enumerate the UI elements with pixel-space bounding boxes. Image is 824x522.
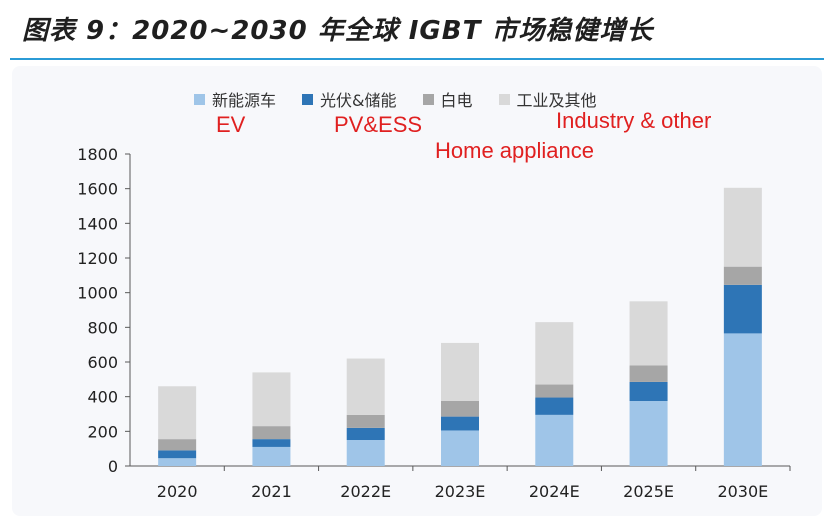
bar-segment-pv-ess bbox=[629, 381, 668, 401]
y-tick-label: 0 bbox=[108, 457, 118, 476]
bar-segment-white-goods bbox=[441, 401, 479, 417]
legend-item-pv: 光伏&储能 bbox=[302, 87, 397, 111]
bar-segment-industry bbox=[723, 187, 762, 267]
bar-segment-ev bbox=[441, 430, 479, 466]
y-tick-label: 1600 bbox=[77, 180, 118, 199]
bar-segment-white-goods bbox=[723, 266, 762, 285]
legend-item-white-goods: 白电 bbox=[422, 87, 473, 111]
title-bar: 图表 9：2020~2030 年全球 IGBT 市场稳健增长 bbox=[0, 0, 824, 58]
bar-segment-ev bbox=[629, 401, 668, 466]
bar-segment-industry bbox=[158, 386, 197, 440]
chart-panel bbox=[12, 66, 822, 516]
bar-segment-industry bbox=[346, 358, 385, 415]
legend-swatch-white-goods bbox=[422, 93, 434, 105]
chart-title: 图表 9：2020~2030 年全球 IGBT 市场稳健增长 bbox=[22, 16, 654, 46]
legend-label-white-goods: 白电 bbox=[440, 91, 473, 110]
bar-segment-white-goods bbox=[346, 414, 385, 428]
annotation-ev: EV bbox=[216, 112, 246, 137]
legend-label-ev: 新能源车 bbox=[212, 91, 277, 110]
x-tick-label: 2020 bbox=[157, 482, 198, 501]
y-tick-label: 800 bbox=[87, 318, 118, 337]
bar-segment-industry bbox=[629, 301, 668, 366]
legend: 新能源车 光伏&储能 白电 工业及其他 bbox=[194, 88, 623, 110]
x-tick-label: 2025E bbox=[623, 482, 674, 501]
annotation-industry: Industry & other bbox=[556, 108, 712, 133]
bar-segment-white-goods bbox=[252, 426, 291, 440]
bar-segment-pv-ess bbox=[252, 439, 291, 447]
bar-segment-industry bbox=[535, 322, 574, 385]
bar-segment-pv-ess bbox=[441, 416, 479, 431]
bar-segment-pv-ess bbox=[723, 284, 762, 334]
legend-item-industry: 工业及其他 bbox=[498, 87, 597, 111]
bar-segment-ev bbox=[158, 458, 197, 466]
legend-label-pv: 光伏&储能 bbox=[320, 91, 397, 110]
y-tick-label: 1800 bbox=[77, 145, 118, 164]
x-tick-label: 2021 bbox=[251, 482, 292, 501]
bar-segment-ev bbox=[535, 414, 574, 466]
y-tick-label: 600 bbox=[87, 353, 118, 372]
x-tick-label: 2024E bbox=[529, 482, 580, 501]
annotation-home-appliance: Home appliance bbox=[435, 138, 594, 163]
bar-segment-industry bbox=[252, 372, 291, 427]
x-tick-label: 2023E bbox=[435, 482, 486, 501]
x-tick-label: 2022E bbox=[340, 482, 391, 501]
annotation-pv: PV&ESS bbox=[334, 112, 423, 137]
bar-segment-white-goods bbox=[158, 439, 197, 451]
legend-swatch-pv bbox=[302, 93, 314, 105]
bar-segment-pv-ess bbox=[158, 450, 197, 459]
legend-item-ev: 新能源车 bbox=[194, 87, 276, 111]
y-tick-label: 1400 bbox=[77, 214, 118, 233]
legend-swatch-ev bbox=[194, 93, 205, 105]
bar-segment-ev bbox=[252, 446, 291, 466]
y-tick-label: 400 bbox=[87, 388, 118, 407]
bar-segment-pv-ess bbox=[346, 427, 385, 440]
title-divider bbox=[10, 58, 824, 60]
y-tick-label: 1200 bbox=[77, 249, 118, 268]
legend-label-industry: 工业及其他 bbox=[516, 91, 597, 110]
bar-segment-white-goods bbox=[629, 365, 668, 382]
bar-segment-industry bbox=[441, 342, 479, 401]
x-tick-label: 2030E bbox=[717, 482, 768, 501]
legend-swatch-industry bbox=[498, 93, 510, 105]
bar-segment-ev bbox=[723, 333, 762, 466]
bar-segment-pv-ess bbox=[535, 397, 574, 415]
bar-segment-ev bbox=[346, 440, 385, 466]
y-tick-label: 200 bbox=[87, 422, 118, 441]
bar-segment-white-goods bbox=[535, 384, 574, 398]
y-tick-label: 1000 bbox=[77, 284, 118, 303]
